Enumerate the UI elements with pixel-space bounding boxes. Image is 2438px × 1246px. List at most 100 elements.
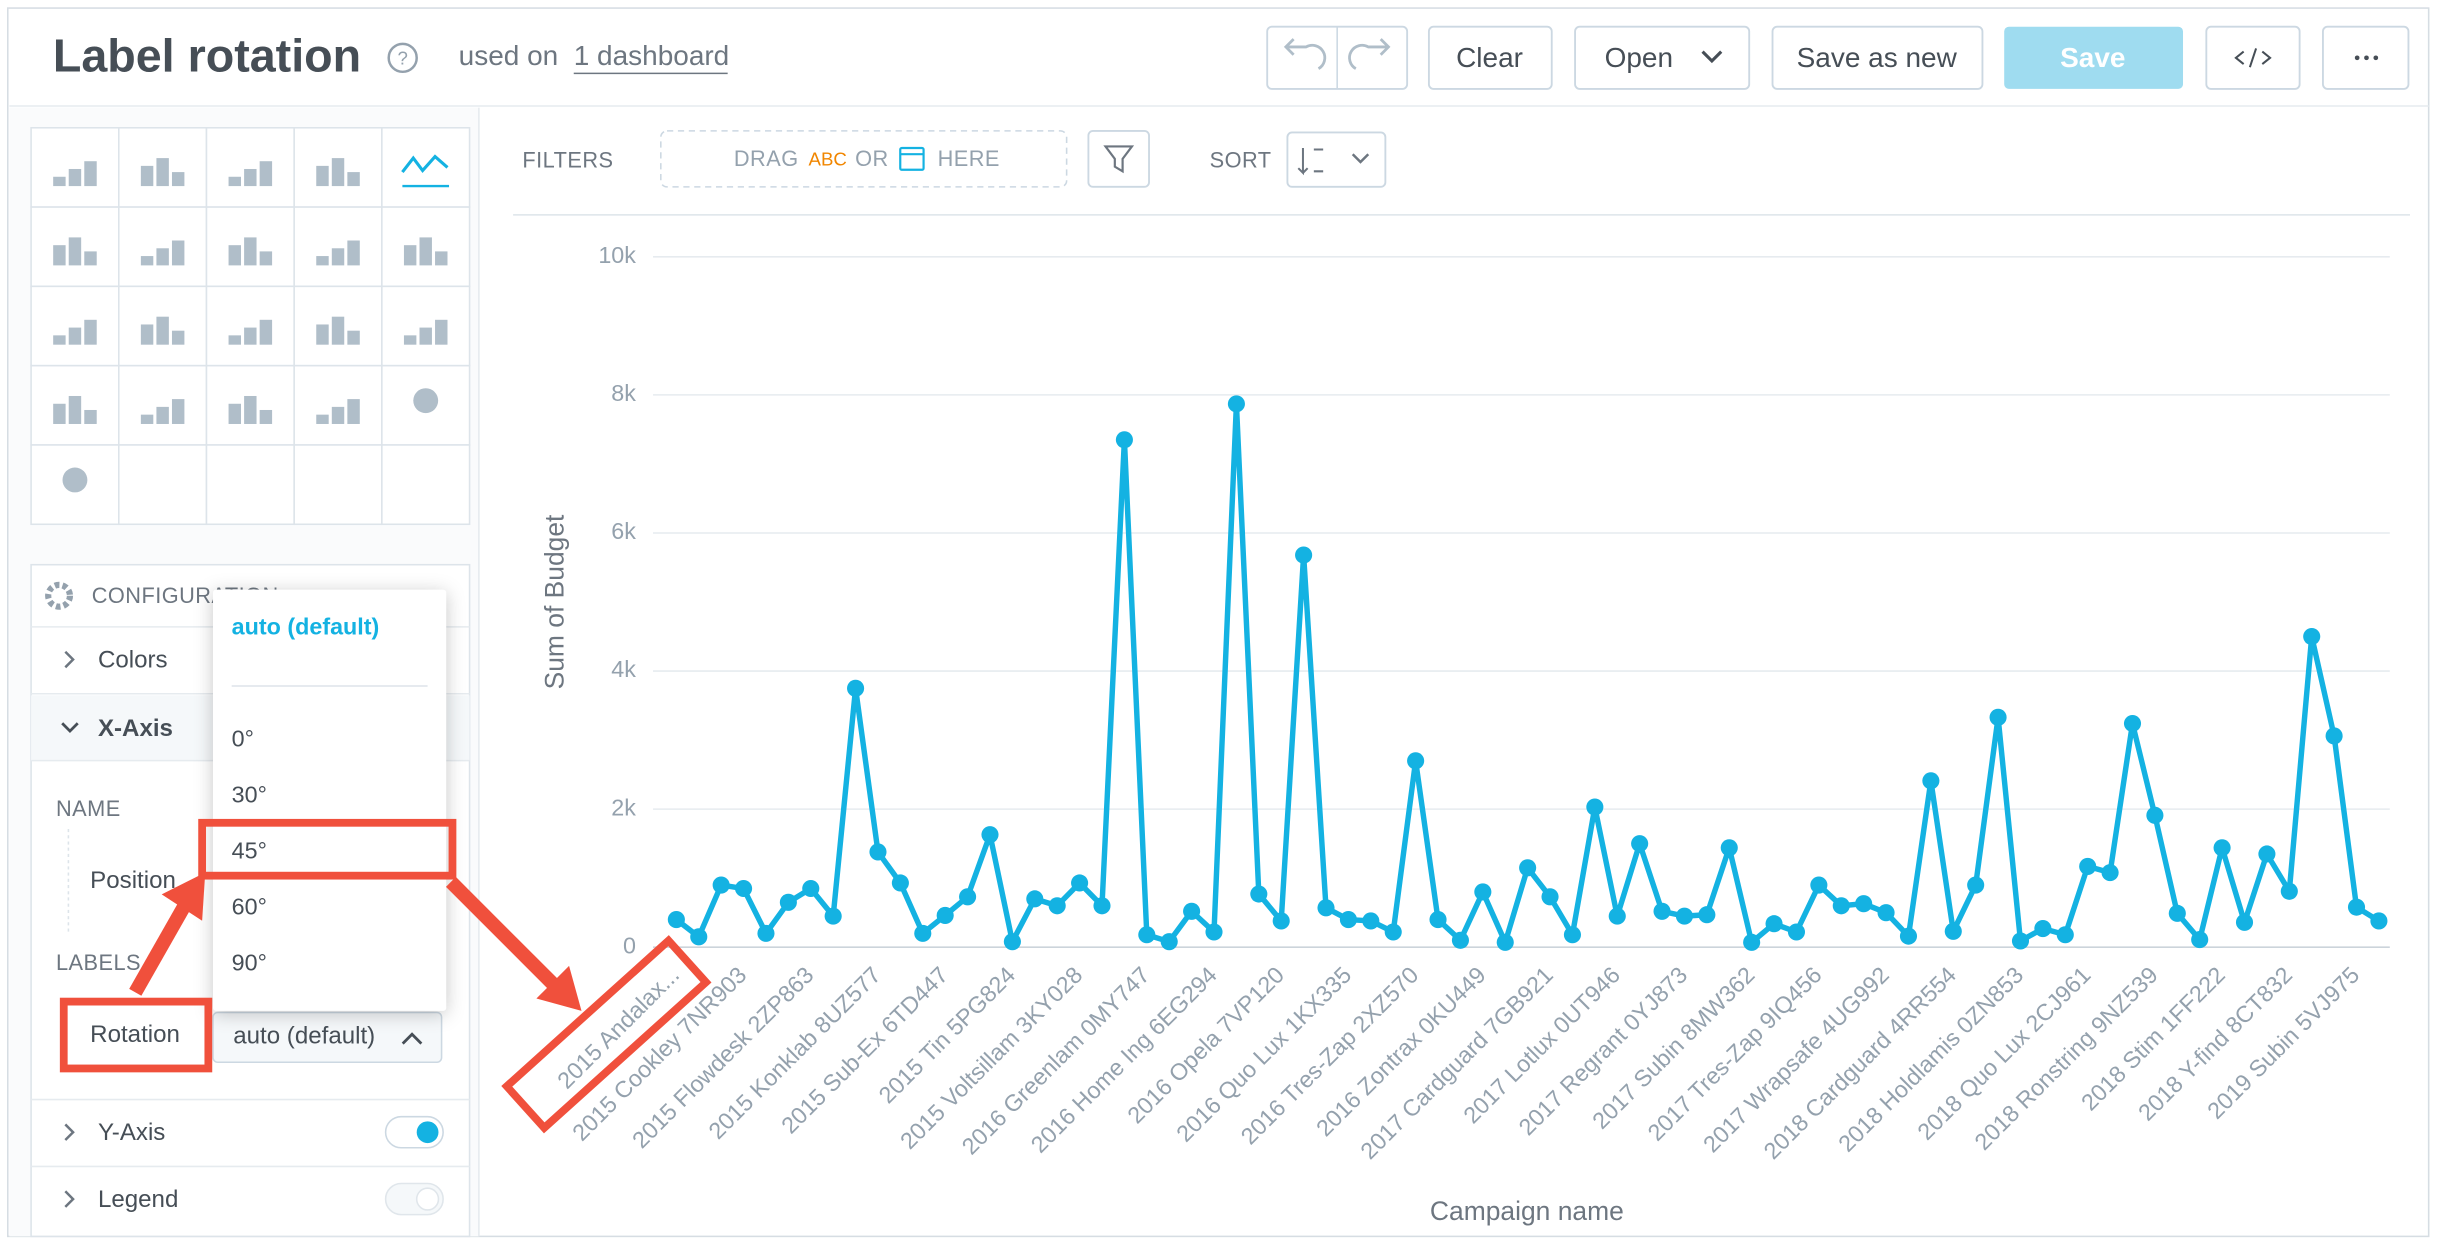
open-button[interactable] bbox=[1574, 25, 1751, 90]
section-x-axis[interactable]: X-Axis bbox=[98, 715, 173, 742]
viz-type-cell[interactable] bbox=[30, 127, 120, 208]
help-icon[interactable] bbox=[387, 42, 418, 74]
rotation-value: auto (default) bbox=[233, 1023, 375, 1050]
viz-icon bbox=[228, 245, 242, 266]
dashboard-link[interactable]: 1 dashboard bbox=[574, 40, 730, 71]
viz-type-cell[interactable] bbox=[30, 285, 120, 367]
viz-type-cell[interactable] bbox=[205, 444, 295, 526]
section-legend[interactable]: Legend bbox=[98, 1186, 178, 1213]
data-point bbox=[1115, 431, 1133, 449]
data-point bbox=[2213, 839, 2231, 857]
redo-button[interactable] bbox=[1348, 38, 1391, 70]
rotation-select[interactable] bbox=[212, 1011, 443, 1064]
data-point bbox=[2280, 882, 2298, 900]
rotation-dropdown: auto (default) 0° 30° 45° 60° 90° bbox=[213, 589, 447, 1011]
data-point bbox=[981, 826, 999, 844]
chevron-down bbox=[61, 722, 79, 734]
viz-icon bbox=[53, 403, 66, 424]
viz-type-cell[interactable] bbox=[205, 127, 295, 208]
viz-type-cell[interactable] bbox=[293, 444, 383, 526]
y-tick-label: 10k bbox=[598, 242, 636, 268]
section-y-axis[interactable]: Y-Axis bbox=[98, 1119, 165, 1146]
section-colors[interactable]: Colors bbox=[98, 646, 168, 673]
data-point bbox=[1989, 708, 2007, 726]
undo-button[interactable] bbox=[1283, 38, 1327, 70]
date-icon bbox=[899, 146, 925, 171]
data-point bbox=[757, 924, 775, 942]
viz-icon bbox=[347, 172, 360, 187]
viz-type-cell[interactable] bbox=[118, 444, 208, 526]
dropdown-option[interactable]: 60° bbox=[232, 893, 267, 919]
filter-button[interactable] bbox=[1087, 129, 1150, 188]
viz-icon bbox=[316, 324, 329, 345]
viz-icon bbox=[316, 256, 329, 266]
name-label: NAME bbox=[56, 796, 121, 821]
viz-icon bbox=[68, 395, 82, 424]
data-point bbox=[1922, 772, 1940, 790]
viz-icon bbox=[413, 388, 439, 414]
data-point bbox=[847, 679, 865, 697]
viz-type-cell[interactable] bbox=[205, 285, 295, 367]
dropdown-option[interactable]: 45° bbox=[232, 837, 267, 863]
data-point bbox=[1541, 888, 1559, 906]
viz-icon bbox=[331, 248, 345, 266]
viz-icon bbox=[347, 240, 360, 266]
data-point bbox=[779, 893, 797, 911]
viz-type-cell[interactable] bbox=[293, 364, 383, 446]
data-point bbox=[1810, 876, 1828, 894]
chevron-down bbox=[1701, 50, 1723, 64]
data-point bbox=[2034, 919, 2052, 938]
chevron-right bbox=[64, 1190, 75, 1208]
data-point bbox=[1272, 912, 1290, 930]
viz-type-cell[interactable] bbox=[381, 285, 471, 367]
viz-icon bbox=[259, 409, 273, 424]
viz-type-cell[interactable] bbox=[293, 206, 383, 288]
data-point bbox=[1295, 546, 1313, 564]
viz-icon bbox=[171, 172, 185, 187]
viz-icon bbox=[84, 409, 97, 424]
viz-icon bbox=[68, 327, 82, 345]
viz-icon bbox=[331, 158, 345, 187]
viz-icon bbox=[84, 251, 97, 266]
clear-button[interactable] bbox=[1427, 25, 1553, 90]
chevron-down bbox=[1351, 153, 1370, 164]
data-point bbox=[1407, 752, 1425, 770]
drop-zone[interactable] bbox=[660, 130, 1068, 188]
data-point bbox=[1138, 926, 1156, 944]
button-label: Save as new bbox=[1797, 42, 1958, 73]
save-as-new-button[interactable] bbox=[1771, 25, 1984, 90]
dropdown-option[interactable]: 0° bbox=[232, 726, 254, 752]
data-point bbox=[2123, 714, 2142, 733]
funnel-icon bbox=[1103, 145, 1135, 174]
viz-icon bbox=[140, 256, 154, 266]
sort-button[interactable] bbox=[1286, 131, 1387, 188]
data-point bbox=[667, 911, 685, 929]
dropdown-option[interactable]: 90° bbox=[232, 949, 267, 975]
viz-type-cell[interactable] bbox=[118, 364, 208, 446]
data-point bbox=[1250, 885, 1268, 903]
viz-type-cell[interactable] bbox=[118, 206, 208, 288]
viz-type-cell[interactable] bbox=[381, 444, 471, 526]
viz-icon bbox=[84, 161, 97, 187]
sort-icon bbox=[1297, 147, 1324, 176]
viz-icon bbox=[316, 165, 329, 187]
viz-icon bbox=[244, 395, 257, 424]
header: Label rotation ? used on 1 dashboard Cle… bbox=[9, 25, 2429, 107]
highlight-box bbox=[59, 997, 213, 1073]
save-button[interactable] bbox=[2004, 26, 2184, 89]
viz-icon bbox=[140, 414, 154, 424]
viz-icon bbox=[228, 335, 242, 345]
dropdown-option[interactable]: 30° bbox=[232, 782, 267, 808]
data-point bbox=[1026, 890, 1044, 908]
help-mark: ? bbox=[398, 47, 408, 68]
dropdown-option[interactable]: auto (default) bbox=[232, 614, 380, 640]
viz-icon bbox=[403, 245, 417, 266]
dot bbox=[2364, 55, 2369, 61]
viz-icon bbox=[53, 335, 66, 345]
data-point bbox=[1698, 906, 1716, 924]
annotations bbox=[59, 818, 712, 1134]
button-label: Open bbox=[1605, 42, 1673, 73]
attribute-icon: ABC bbox=[809, 148, 847, 169]
dropdown-bg bbox=[213, 589, 447, 1011]
y-axis-title: Sum of Budget bbox=[540, 514, 570, 689]
